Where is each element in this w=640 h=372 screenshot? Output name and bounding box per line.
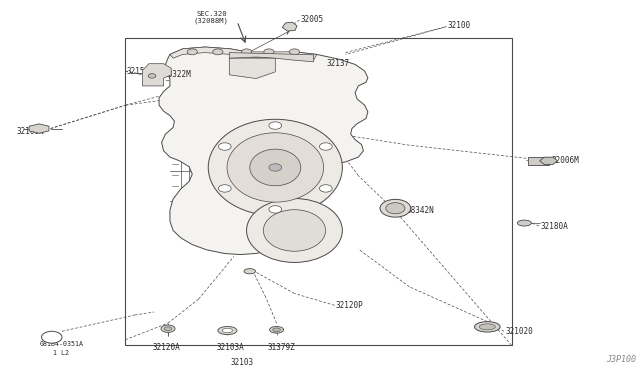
Ellipse shape [164, 327, 172, 331]
Polygon shape [170, 47, 317, 60]
Text: 32100: 32100 [448, 22, 471, 31]
Ellipse shape [222, 328, 232, 333]
Circle shape [218, 185, 231, 192]
Ellipse shape [479, 324, 495, 330]
Text: 32006M: 32006M [551, 155, 579, 164]
Polygon shape [282, 22, 297, 31]
Ellipse shape [227, 133, 324, 202]
Ellipse shape [208, 119, 342, 216]
Circle shape [148, 74, 156, 78]
Circle shape [269, 122, 282, 129]
Ellipse shape [517, 220, 531, 226]
Circle shape [319, 185, 332, 192]
Text: 31379Z: 31379Z [268, 343, 296, 352]
Polygon shape [29, 124, 49, 133]
Ellipse shape [246, 199, 342, 262]
Text: 32005: 32005 [301, 16, 324, 25]
Ellipse shape [263, 210, 326, 251]
Ellipse shape [269, 327, 284, 333]
Text: 1 L2: 1 L2 [53, 350, 69, 356]
Circle shape [42, 331, 62, 343]
Ellipse shape [386, 203, 405, 214]
Text: 32103: 32103 [230, 357, 253, 366]
Circle shape [187, 49, 197, 55]
Text: 32120P: 32120P [336, 301, 364, 310]
Ellipse shape [218, 327, 237, 335]
Polygon shape [159, 47, 368, 254]
Text: 081B4-0351A: 081B4-0351A [40, 340, 83, 346]
Circle shape [269, 206, 282, 213]
Text: 32150P: 32150P [127, 67, 154, 76]
Circle shape [241, 49, 252, 55]
Polygon shape [540, 157, 557, 164]
Ellipse shape [273, 328, 280, 332]
Polygon shape [143, 64, 172, 86]
Ellipse shape [250, 149, 301, 186]
Bar [125, 38, 511, 345]
Circle shape [264, 49, 274, 55]
Ellipse shape [380, 199, 411, 217]
Text: J3P100: J3P100 [606, 355, 636, 364]
Text: 38342N: 38342N [406, 206, 434, 215]
Bar [528, 157, 548, 164]
Polygon shape [229, 58, 275, 78]
Circle shape [218, 143, 231, 150]
Ellipse shape [474, 322, 500, 332]
Text: B: B [49, 334, 54, 340]
Text: 32103A: 32103A [217, 343, 244, 352]
Text: 38322M: 38322M [164, 70, 191, 79]
Ellipse shape [244, 269, 255, 274]
Circle shape [319, 143, 332, 150]
Text: 32180A: 32180A [540, 222, 568, 231]
Circle shape [212, 49, 223, 55]
Text: SEC.320
(32088M): SEC.320 (32088M) [194, 11, 229, 24]
Circle shape [289, 49, 300, 55]
Polygon shape [229, 52, 314, 62]
Text: 32137: 32137 [326, 59, 349, 68]
Text: 32120A: 32120A [153, 343, 180, 352]
Ellipse shape [161, 325, 175, 333]
Text: 32109N: 32109N [17, 126, 44, 136]
Circle shape [269, 164, 282, 171]
Text: 321020: 321020 [505, 327, 533, 336]
